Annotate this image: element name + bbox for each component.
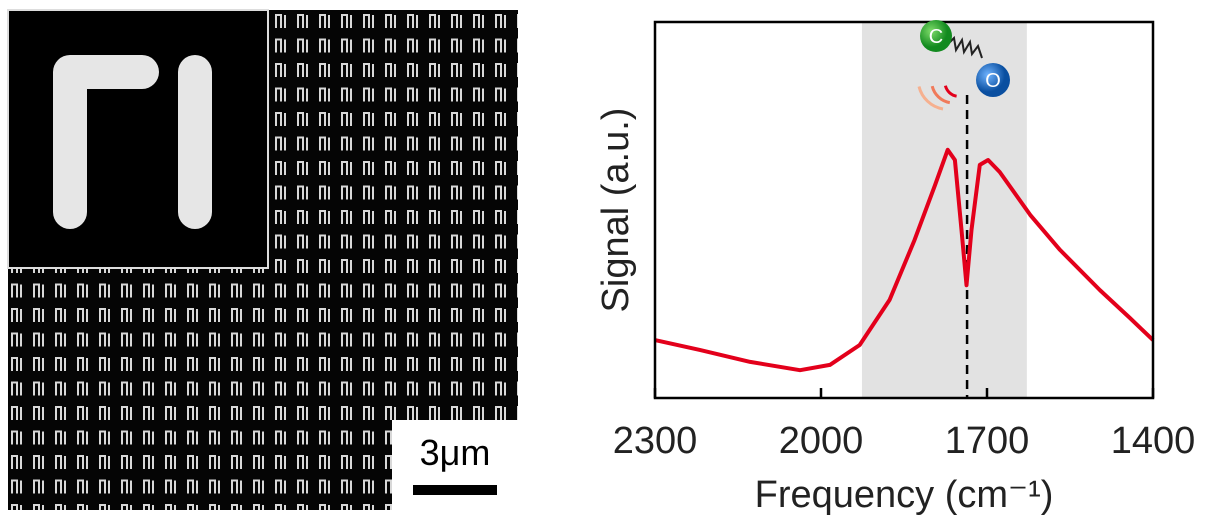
x-tick-label: 2300: [613, 420, 698, 462]
x-tick-label: 1700: [945, 420, 1030, 462]
bond-spring: [947, 35, 983, 59]
carbon-atom: [920, 20, 952, 52]
oxygen-atom: [976, 63, 1010, 97]
scale-bar-label: 3μm: [420, 432, 491, 473]
molecule: CO: [917, 20, 1010, 111]
inset-resonator: [53, 55, 212, 229]
plot-frame: [653, 20, 1155, 400]
vibration-arc: [943, 85, 957, 98]
x-axis-label: Frequency (cm⁻¹): [755, 474, 1054, 516]
inset: [7, 9, 269, 269]
sem-image: 3μm: [7, 9, 518, 510]
scale-bar: [413, 485, 497, 495]
vibration-arc: [917, 86, 944, 111]
vibration-arc: [930, 85, 951, 105]
x-tick-label: 1400: [1111, 420, 1196, 462]
carbon-label: C: [929, 26, 943, 48]
oxygen-label: O: [985, 70, 1001, 92]
signal-line: [654, 147, 1155, 373]
x-tick-label: 2000: [779, 420, 864, 462]
y-axis-label: Signal (a.u.): [595, 108, 637, 313]
